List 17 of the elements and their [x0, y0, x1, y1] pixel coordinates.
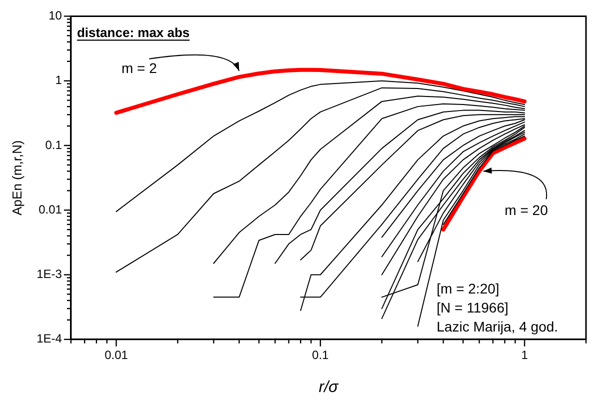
y-tick-label: 1E-4	[36, 332, 62, 346]
y-tick-label: 10	[48, 8, 62, 23]
x-tick-label: 1	[521, 348, 528, 362]
y-tick-label: 0.01	[38, 202, 62, 216]
x-tick-label: 0.1	[312, 348, 330, 362]
x-tick-label: 0.01	[104, 348, 128, 362]
annotation: Lazic Marija, 4 god.	[436, 318, 558, 334]
annotation: m = 2	[121, 60, 158, 76]
x-axis-title: r/σ	[318, 378, 340, 396]
y-tick-label: 1	[55, 73, 62, 88]
annotation: m = 20	[504, 202, 548, 218]
y-tick-label: 0.1	[45, 138, 62, 152]
annotation: [N = 11966]	[436, 299, 508, 316]
text: distance: max abs	[76, 25, 190, 40]
y-tick-label: 1E-3	[36, 267, 62, 282]
annotation: [m = 2:20]	[436, 280, 500, 296]
y-axis-title: ApEn (m,r,N)	[9, 140, 24, 216]
